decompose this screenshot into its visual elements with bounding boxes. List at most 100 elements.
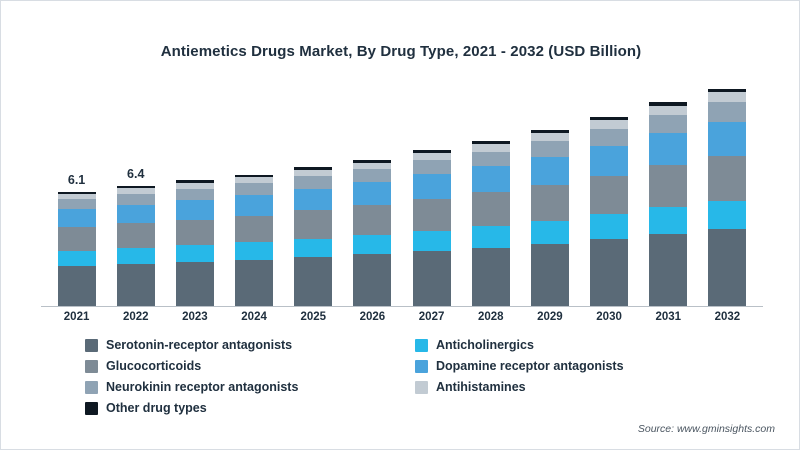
legend-swatch-icon: [415, 380, 428, 394]
bar-segment: [57, 199, 96, 210]
bar-segment: [708, 156, 747, 201]
legend-item: Anticholinergics: [415, 338, 534, 352]
legend-label: Anticholinergics: [436, 338, 534, 352]
bar-segment: [471, 166, 510, 193]
chart-title: Antiemetics Drugs Market, By Drug Type, …: [160, 43, 642, 60]
bar-segment: [412, 251, 451, 306]
x-axis-tick-labels: 2021 2022 2023 2024 2025 2026 2027 2028 2029 2030…: [47, 311, 757, 331]
bar-segment: [590, 128, 629, 146]
bar-segment: [353, 159, 392, 163]
bar-value-label: 6.4: [127, 167, 145, 181]
bar-column: 6.4: [116, 167, 155, 306]
bar-segment: [116, 247, 155, 264]
bar-column: [649, 101, 688, 306]
bar-column: [412, 150, 451, 306]
legend-item: Other drug types: [85, 401, 207, 415]
bar-segment: [353, 205, 392, 236]
bar-column: [294, 167, 333, 306]
bar-segment: [116, 263, 155, 306]
bar-segment: [471, 144, 510, 152]
bar-column: [235, 174, 274, 306]
bar-column: [353, 159, 392, 306]
legend-swatch-icon: [415, 338, 428, 352]
bar-segment: [649, 233, 688, 306]
bar-segment: [708, 92, 747, 103]
bar-segment: [353, 162, 392, 170]
bar-segment: [412, 153, 451, 161]
bar-segment: [590, 239, 629, 306]
bar-column: [175, 180, 214, 306]
bar-segment: [175, 219, 214, 246]
bar-segment: [708, 88, 747, 93]
bar-segment: [471, 151, 510, 167]
bar-segment: [590, 214, 629, 240]
legend-label: Serotonin-receptor antagonists: [106, 338, 293, 352]
bar-column: [530, 129, 569, 306]
bar-segment: [530, 129, 569, 133]
bar-segment: [57, 193, 96, 200]
bar-segment: [530, 243, 569, 306]
bar-segment: [471, 141, 510, 144]
legend-swatch-icon: [85, 380, 98, 394]
bar-segment: [708, 102, 747, 122]
x-tick-label: 2026: [359, 311, 386, 323]
bar-segment: [116, 204, 155, 224]
bar-segment: [353, 182, 392, 206]
bar-segment: [412, 160, 451, 175]
x-tick-label: 2030: [596, 311, 622, 323]
bar-segment: [57, 209, 96, 228]
bar-segment: [235, 183, 274, 195]
bar-segment: [649, 165, 688, 207]
bar-segment: [294, 210, 333, 239]
bar-segment: [353, 169, 392, 183]
bar-segment: [175, 261, 214, 306]
legend-item: Neurokinin receptor antagonists: [85, 380, 298, 394]
bar-segment: [175, 183, 214, 189]
legend-swatch-icon: [415, 359, 428, 373]
bar-column: 6.1: [57, 173, 96, 306]
bar-segment: [590, 145, 629, 176]
bar-segment: [294, 176, 333, 189]
plot-area: 6.1 6.4: [47, 81, 757, 306]
bar-value-label: 6.1: [67, 172, 86, 187]
x-tick-label: 2024: [241, 311, 267, 323]
legend-swatch-icon: [85, 401, 98, 415]
bar-segment: [412, 174, 451, 199]
bar-segment: [353, 235, 392, 255]
legend-label: Antihistamines: [436, 380, 526, 394]
bar-segment: [175, 199, 214, 220]
legend-label: Glucocorticoids: [106, 359, 202, 373]
bar-segment: [708, 229, 747, 306]
bar-segment: [116, 188, 155, 194]
bar-segment: [530, 184, 569, 221]
bar-segment: [412, 198, 451, 231]
x-tick-label: 2028: [477, 311, 504, 323]
bar-segment: [649, 114, 688, 134]
bar-segment: [116, 186, 155, 189]
bar-segment: [294, 167, 333, 170]
bar-segment: [649, 101, 688, 106]
x-tick-label: 2029: [537, 311, 563, 323]
bar-segment: [57, 265, 96, 306]
bar-segment: [530, 156, 569, 185]
x-tick-label: 2032: [714, 311, 741, 323]
legend-swatch-icon: [85, 359, 98, 373]
bar-segment: [57, 250, 96, 266]
legend-item: Dopamine receptor antagonists: [415, 359, 624, 373]
legend-label: Neurokinin receptor antagonists: [106, 380, 299, 394]
bar-segment: [412, 230, 451, 252]
bar-segment: [412, 150, 451, 154]
bar-segment: [175, 188, 214, 200]
bar-segment: [649, 207, 688, 234]
bar-segment: [471, 247, 510, 306]
bar-segment: [649, 133, 688, 166]
x-tick-label: 2023: [182, 311, 208, 323]
bar-column: [471, 141, 510, 306]
bar-segment: [235, 177, 274, 184]
bar-segment: [235, 195, 274, 216]
source-note: Source: www.gminsights.com: [637, 423, 775, 435]
bar-segment: [116, 223, 155, 248]
bar-segment: [471, 192, 510, 226]
x-tick-label: 2021: [63, 311, 90, 323]
